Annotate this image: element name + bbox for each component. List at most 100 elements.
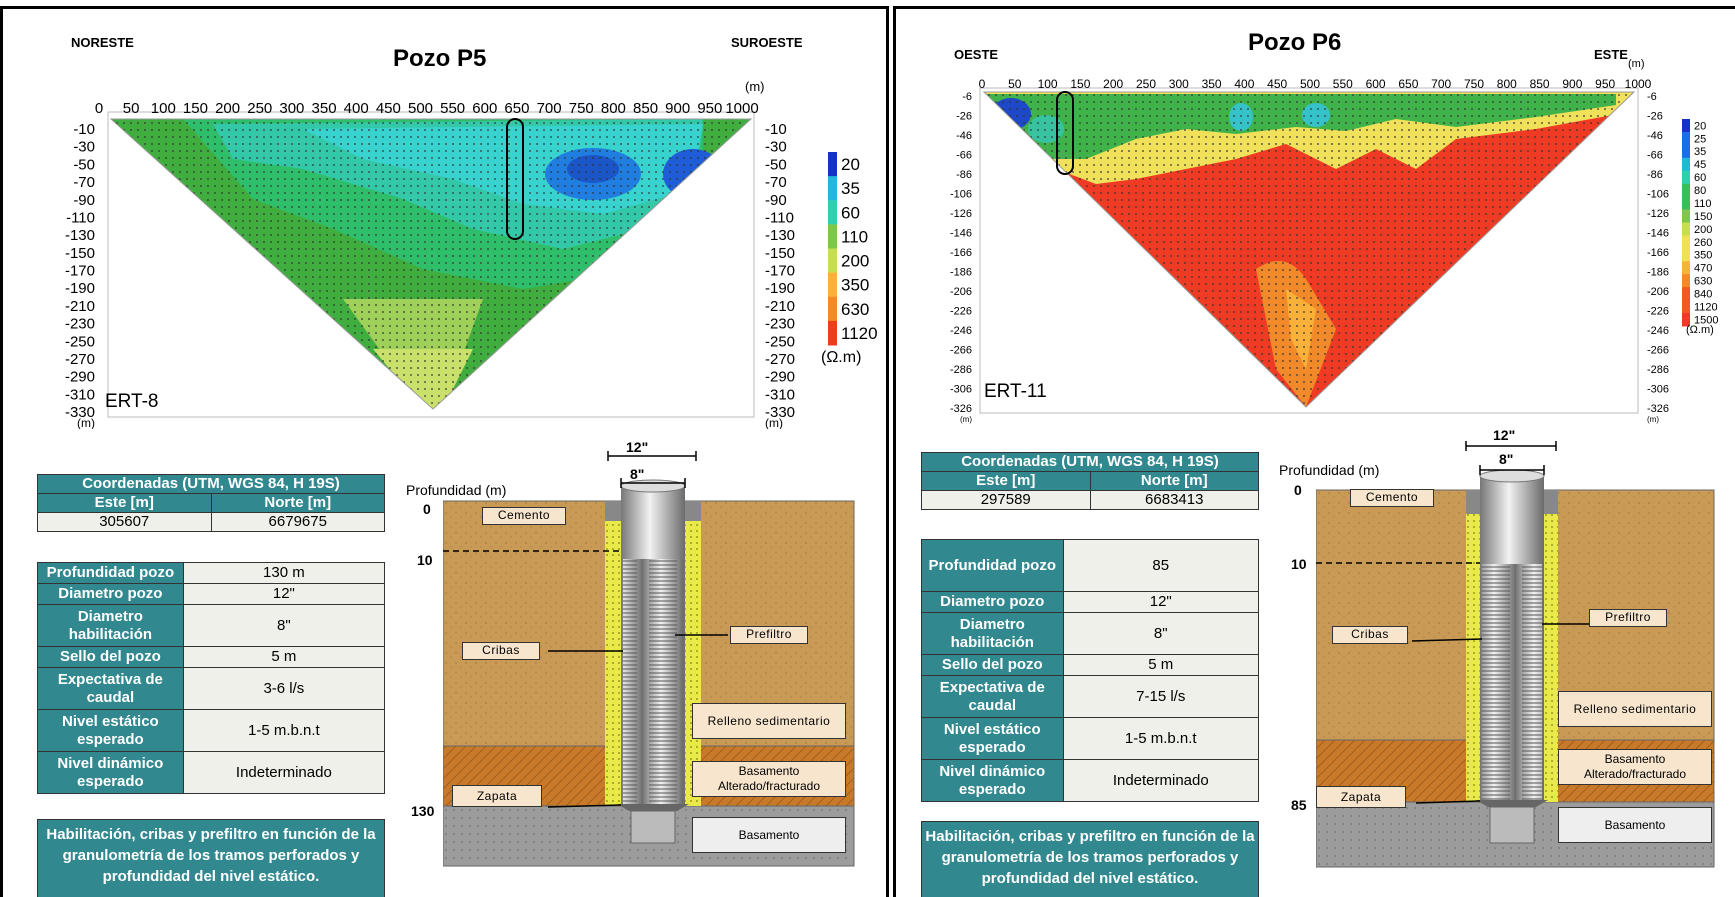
legend-swatch [1682,170,1690,185]
x-tick-label: 900 [1562,77,1582,91]
note-box: Habilitación, cribas y prefiltro en func… [921,821,1259,897]
y-tick-label: -150 [65,245,95,262]
y-tick-label: -270 [65,351,95,368]
param-value: 85 [1062,539,1260,592]
x-tick-label: 450 [1267,77,1287,91]
x-tick-label: 400 [1234,77,1254,91]
legend-label: 350 [841,276,869,295]
x-tick-label: 250 [247,100,272,117]
legend-label: 110 [841,227,868,246]
y-tick-label: -186 [1647,267,1669,279]
y-axis-ticks-right: -6 -26 -46 -66 -86 -106 -126 -146 -166 -186 -206 -2… [1647,91,1669,424]
legend-swatch [1682,209,1690,223]
x-tick-label: 850 [633,100,658,117]
legend-label: 150 [1694,211,1712,223]
y-tick-label: -326 [1647,403,1669,415]
legend-label: 35 [841,179,860,198]
depth-bottom: 130 [411,803,435,819]
legend-swatch [1682,222,1690,236]
y-tick-label: -190 [65,280,95,297]
legend-unit: (Ω.m) [1686,324,1714,336]
legend-swatch [1682,157,1690,172]
y-tick-label: -330 [765,404,795,421]
diameter-outer: 12" [1493,427,1516,443]
y-tick-label: -106 [1647,189,1669,201]
x-axis-ticks: 0 50 100 150 200 250 300 350 400 450 500 550 600 650 7… [95,100,759,117]
y-tick-label: -110 [765,209,794,226]
y-tick-label: -126 [1647,208,1669,220]
y-tick-label: -230 [65,316,95,333]
x-tick-label: 850 [1530,77,1550,91]
legend-label: 260 [1694,237,1712,249]
depth-mid: 10 [417,552,433,568]
section-label: ERT-8 [105,391,159,412]
y-tick-label: -146 [950,228,972,240]
x-unit: (m) [745,79,765,94]
y-tick-label: -250 [65,333,95,350]
direction-left: OESTE [954,47,999,62]
note-box: Habilitación, cribas y prefiltro en func… [37,819,385,897]
label-prefiltro: Prefiltro [730,626,808,644]
label-cemento: Cemento [1350,489,1434,507]
x-tick-label: 1000 [1625,77,1652,91]
y-tick-label: -286 [1647,364,1669,376]
legend-label: 200 [1694,224,1712,236]
y-tick-label: -206 [1647,286,1669,298]
legend-label: 80 [1694,185,1706,197]
legend-swatch [1682,300,1690,314]
x-tick-label: 750 [569,100,594,117]
legend-swatch [1682,274,1690,288]
well-marker [506,118,524,240]
y-tick-label: -210 [765,298,795,315]
legend-swatch [1682,196,1690,211]
legend-swatch [1682,235,1690,249]
x-tick-label: 350 [1202,77,1222,91]
legend-swatch [1682,248,1690,262]
x-tick-label: 500 [408,100,433,117]
y-tick-label: -10 [73,121,95,138]
x-tick-label: 300 [1169,77,1189,91]
label-basamento-alterado: Basamento Alterado/fracturado [1558,749,1712,785]
y-tick-label: -270 [765,351,795,368]
depth-bottom: 85 [1291,797,1307,813]
label-cemento: Cemento [482,507,566,525]
y-tick-label: -310 [65,386,95,403]
legend-label: 350 [1694,250,1712,262]
param-value: 5 m [182,646,386,668]
y-tick-label: -46 [1647,130,1663,142]
y-tick-label: -246 [950,325,972,337]
x-tick-label: 550 [1333,77,1353,91]
y-tick-label: -310 [765,386,795,403]
legend-label: 60 [841,203,860,222]
coords-col-norte: Norte [m] [1089,471,1259,491]
legend-label: 1500 [1694,314,1718,326]
legend-swatch [828,200,837,225]
y-unit-label: (m) [765,416,783,429]
y-tick-label: -190 [765,280,795,297]
y-tick-label: -206 [950,286,972,298]
label-basamento-alterado-line2: Alterado/fracturado [1583,767,1687,781]
x-tick-label: 650 [504,100,529,117]
param-label: Sello del pozo [921,654,1064,676]
section-label: ERT-11 [984,381,1047,402]
legend-label: 60 [1694,172,1706,184]
y-tick-label: -266 [1647,345,1669,357]
label-prefiltro: Prefiltro [1589,609,1667,627]
x-tick-label: 900 [665,100,690,117]
legend-swatch [1682,287,1690,301]
y-tick-label: -30 [765,139,787,156]
coords-norte: 6679675 [210,512,385,532]
param-value: 5 m [1062,654,1260,676]
param-label: Diametro habilitación [921,612,1064,655]
x-tick-label: 500 [1300,77,1320,91]
x-unit: (m) [1628,58,1645,70]
y-axis-ticks-right: -10-30-50-70-90-110-130-150-170-190-210-… [765,121,795,429]
y-unit-label: (m) [960,415,972,424]
x-tick-label: 800 [1497,77,1517,91]
legend-label: 840 [1694,289,1712,301]
y-tick-label: -130 [765,227,795,244]
params-table: Profundidad pozo 85 Diametro pozo 12" Diam… [921,539,1260,802]
coords-header: Coordenadas (UTM, WGS 84, H 19S) [37,474,385,494]
y-tick-label: -26 [1647,111,1663,123]
y-tick-label: -126 [950,208,972,220]
